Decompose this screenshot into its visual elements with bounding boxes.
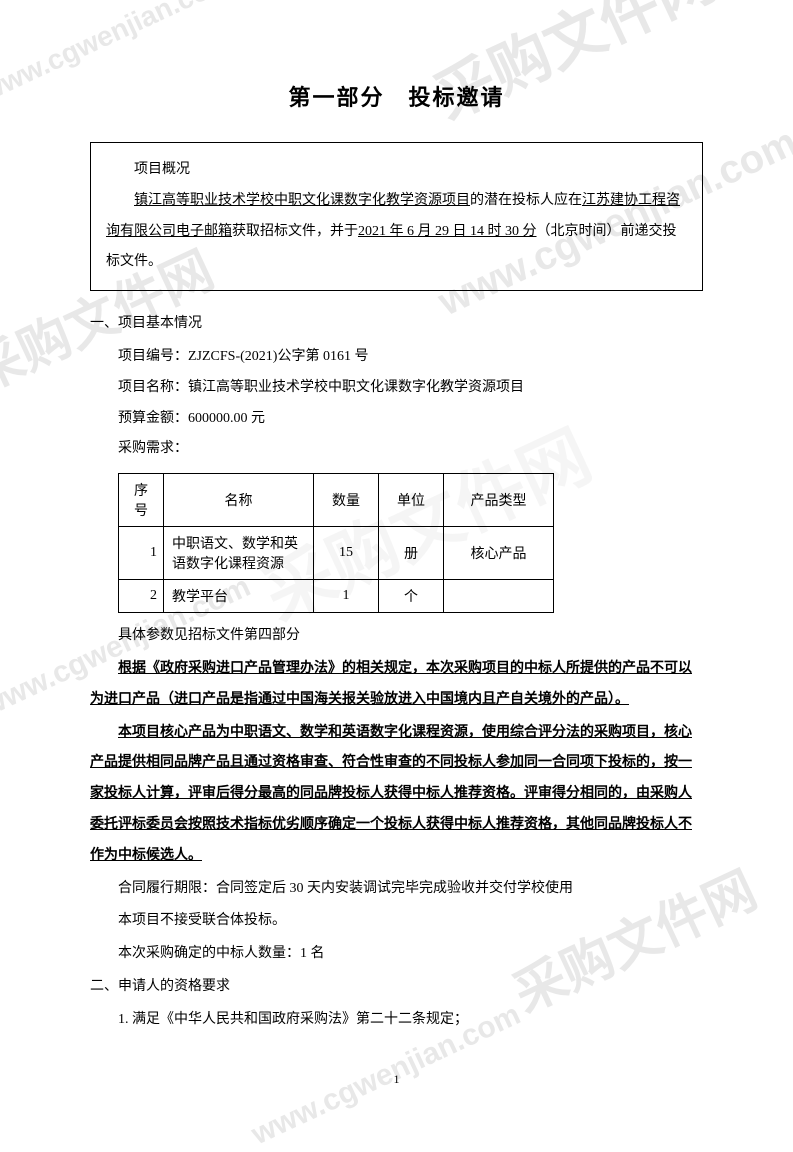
cell-name: 教学平台 bbox=[164, 580, 314, 613]
proj-name-label: 项目名称： bbox=[118, 380, 188, 395]
table-header-row: 序号 名称 数量 单位 产品类型 bbox=[119, 474, 554, 527]
th-seq: 序号 bbox=[119, 474, 164, 527]
cell-seq: 2 bbox=[119, 580, 164, 613]
cell-type bbox=[444, 580, 554, 613]
proj-no-value: ZJZCFS-(2021)公字第 0161 号 bbox=[188, 349, 368, 364]
table-row: 1 中职语文、数学和英语数字化课程资源 15 册 核心产品 bbox=[119, 527, 554, 580]
cell-name: 中职语文、数学和英语数字化课程资源 bbox=[164, 527, 314, 580]
cell-seq: 1 bbox=[119, 527, 164, 580]
section1-title: 一、项目基本情况 bbox=[90, 309, 703, 340]
overview-body: 镇江高等职业技术学校中职文化课数字化教学资源项目的潜在投标人应在江苏建协工程咨询… bbox=[106, 186, 687, 278]
table-row: 2 教学平台 1 个 bbox=[119, 580, 554, 613]
core-product-paragraph: 本项目核心产品为中职语文、数学和英语数字化课程资源，使用综合评分法的采购项目，核… bbox=[90, 718, 703, 872]
section2-title: 二、申请人的资格要求 bbox=[90, 972, 703, 1003]
winner-count: 本次采购确定的中标人数量：1 名 bbox=[90, 939, 703, 970]
deadline-underline: 2021 年 6 月 29 日 14 时 30 分 bbox=[358, 224, 537, 239]
overview-box: 项目概况 镇江高等职业技术学校中职文化课数字化教学资源项目的潜在投标人应在江苏建… bbox=[90, 142, 703, 291]
page-number: 1 bbox=[394, 1072, 400, 1087]
cell-qty: 15 bbox=[314, 527, 379, 580]
cell-qty: 1 bbox=[314, 580, 379, 613]
project-name-line: 项目名称：镇江高等职业技术学校中职文化课数字化教学资源项目 bbox=[90, 373, 703, 404]
th-name: 名称 bbox=[164, 474, 314, 527]
overview-text: 获取招标文件，并于 bbox=[232, 224, 358, 239]
qualification-item1: 1. 满足《中华人民共和国政府采购法》第二十二条规定； bbox=[90, 1005, 703, 1036]
page-content: 第一部分 投标邀请 项目概况 镇江高等职业技术学校中职文化课数字化教学资源项目的… bbox=[90, 80, 703, 1036]
contract-period: 合同履行期限：合同签定后 30 天内安装调试完毕完成验收并交付学校使用 bbox=[90, 874, 703, 905]
project-number-line: 项目编号：ZJZCFS-(2021)公字第 0161 号 bbox=[90, 342, 703, 373]
overview-heading: 项目概况 bbox=[106, 155, 687, 186]
import-rule-paragraph: 根据《政府采购进口产品管理办法》的相关规定，本次采购项目的中标人所提供的产品不可… bbox=[90, 654, 703, 716]
demand-label: 采购需求： bbox=[90, 434, 703, 465]
table-note: 具体参数见招标文件第四部分 bbox=[90, 621, 703, 652]
th-unit: 单位 bbox=[379, 474, 444, 527]
section-basic-info: 一、项目基本情况 项目编号：ZJZCFS-(2021)公字第 0161 号 项目… bbox=[90, 309, 703, 465]
proj-name-value: 镇江高等职业技术学校中职文化课数字化教学资源项目 bbox=[188, 380, 524, 395]
cell-type: 核心产品 bbox=[444, 527, 554, 580]
th-type: 产品类型 bbox=[444, 474, 554, 527]
no-consortium: 本项目不接受联合体投标。 bbox=[90, 906, 703, 937]
overview-text: 的潜在投标人应在 bbox=[470, 193, 582, 208]
section-qualification: 二、申请人的资格要求 1. 满足《中华人民共和国政府采购法》第二十二条规定； bbox=[90, 972, 703, 1036]
th-qty: 数量 bbox=[314, 474, 379, 527]
page-title: 第一部分 投标邀请 bbox=[90, 80, 703, 112]
cell-unit: 册 bbox=[379, 527, 444, 580]
budget-line: 预算金额：600000.00 元 bbox=[90, 404, 703, 435]
proj-no-label: 项目编号： bbox=[118, 349, 188, 364]
cell-unit: 个 bbox=[379, 580, 444, 613]
requirements-table: 序号 名称 数量 单位 产品类型 1 中职语文、数学和英语数字化课程资源 15 … bbox=[118, 473, 554, 613]
project-name-underline: 镇江高等职业技术学校中职文化课数字化教学资源项目 bbox=[134, 193, 470, 208]
budget-label: 预算金额： bbox=[118, 411, 188, 426]
budget-value: 600000.00 元 bbox=[188, 411, 265, 426]
